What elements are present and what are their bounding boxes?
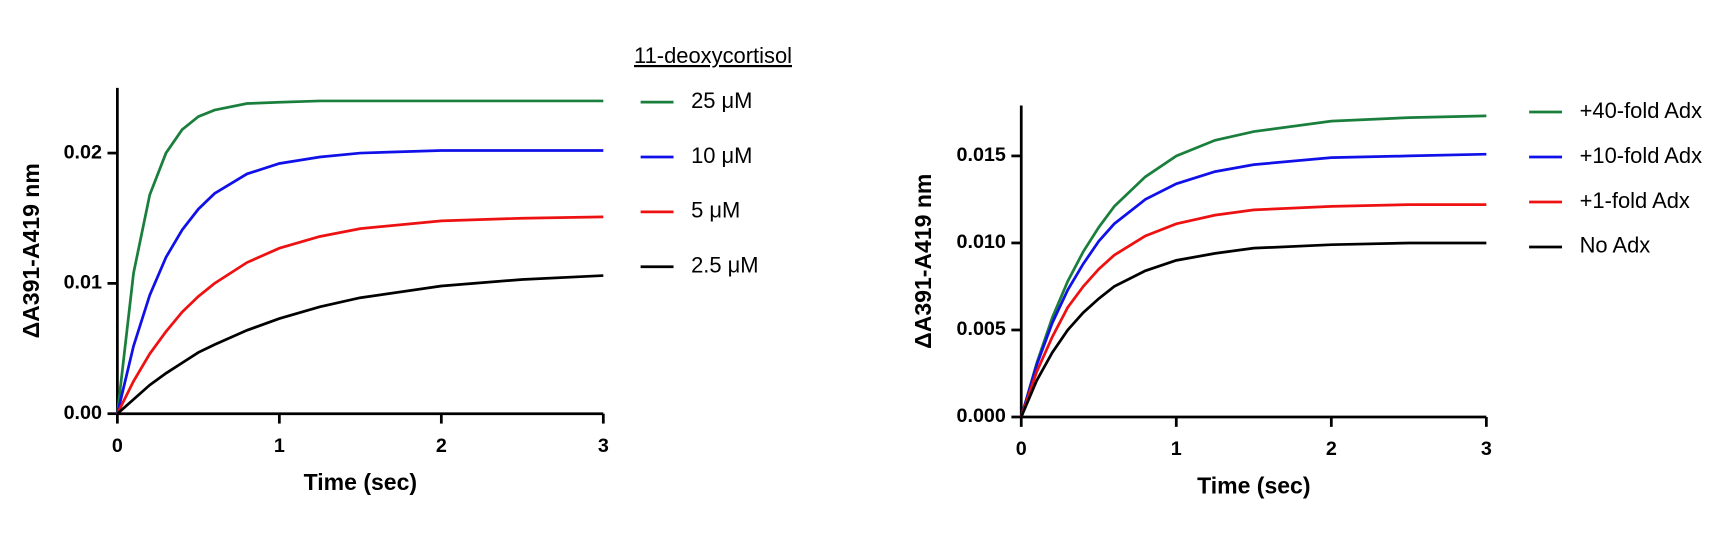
legend-label: No Adx bbox=[1580, 233, 1651, 258]
legend-title: 11-deoxycortisol bbox=[634, 43, 792, 68]
x-axis-title: Time (sec) bbox=[304, 469, 417, 495]
x-tick-label: 2 bbox=[1326, 438, 1337, 460]
legend-label: 5 μM bbox=[691, 198, 740, 223]
legend-label: +1-fold Adx bbox=[1580, 188, 1690, 213]
y-tick-label: 0.015 bbox=[957, 144, 1006, 166]
fit-curve bbox=[1019, 152, 1487, 418]
fit-curve bbox=[1019, 241, 1487, 418]
fit-curve bbox=[1019, 114, 1487, 418]
y-tick-label: 0.005 bbox=[957, 318, 1006, 340]
legend-label: 10 μM bbox=[691, 143, 752, 168]
y-tick-label: 0.00 bbox=[64, 402, 102, 424]
y-tick-label: 0.01 bbox=[64, 272, 102, 294]
legend-label: 2.5 μM bbox=[691, 253, 758, 278]
y-axis-title: ΔA391-A419 nm bbox=[18, 163, 44, 338]
x-tick-label: 1 bbox=[274, 435, 285, 457]
x-tick-label: 1 bbox=[1171, 438, 1182, 460]
y-tick-label: 0.02 bbox=[64, 141, 102, 163]
fit-curve bbox=[116, 99, 604, 414]
legend-label: +10-fold Adx bbox=[1580, 143, 1703, 168]
fit-curve bbox=[116, 149, 604, 415]
fit-curve bbox=[116, 274, 604, 415]
x-tick-label: 0 bbox=[112, 435, 123, 457]
y-tick-label: 0.010 bbox=[957, 231, 1006, 253]
legend-label: 25 μM bbox=[691, 88, 752, 113]
y-tick-label: 0.000 bbox=[957, 405, 1006, 427]
x-axis-title: Time (sec) bbox=[1197, 472, 1310, 498]
y-axis-title: ΔA391-A419 nm bbox=[910, 174, 936, 349]
x-tick-label: 3 bbox=[598, 435, 609, 457]
fit-curve bbox=[1019, 203, 1487, 418]
x-tick-label: 3 bbox=[1481, 438, 1492, 460]
x-tick-label: 0 bbox=[1016, 438, 1027, 460]
legend-label: +40-fold Adx bbox=[1580, 98, 1703, 123]
fit-curve bbox=[116, 215, 604, 415]
x-tick-label: 2 bbox=[436, 435, 447, 457]
